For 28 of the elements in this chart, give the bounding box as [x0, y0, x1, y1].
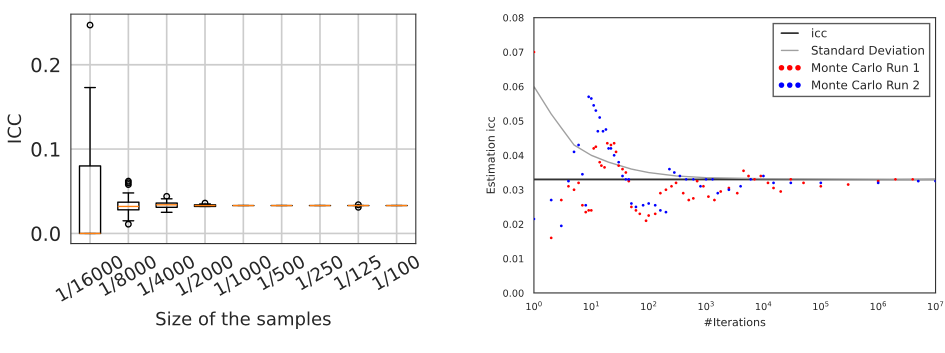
x-tick-label: 10$^{6}$ [870, 301, 886, 310]
y-tick-label: 0.2 [32, 58, 60, 72]
y-axis-title: ICC [8, 114, 22, 142]
y-tick-label: 0.02 [503, 220, 524, 228]
y-tick-label: 0.06 [503, 82, 524, 90]
y-tick-label: 0.03 [503, 186, 524, 194]
x-tick-label: 10$^{0}$ [526, 301, 542, 310]
x-tick-label: 10$^{4}$ [756, 301, 772, 310]
x-axis-title: #Iterations [704, 318, 766, 326]
y-tick-label: 0.1 [32, 142, 60, 157]
x-tick-label: 10$^{3}$ [698, 301, 714, 310]
y-tick-label: 0.00 [503, 289, 524, 297]
y-tick-label: 0.04 [503, 152, 524, 160]
x-tick-label: 10$^{5}$ [813, 301, 828, 310]
legend-label: Monte Carlo Run 1 [812, 62, 919, 72]
x-tick-label: 10$^{2}$ [641, 301, 656, 310]
x-axis-title: Size of the samples [156, 311, 331, 329]
y-tick-label: 0.0 [32, 226, 60, 242]
legend-label: icc [812, 28, 827, 38]
y-tick-label: 0.08 [503, 14, 524, 22]
y-tick-label: 0.01 [503, 255, 524, 262]
x-tick-label: 10$^{7}$ [928, 301, 944, 310]
legend-label: Monte Carlo Run 2 [812, 80, 919, 90]
y-tick-label: 0.05 [503, 117, 524, 125]
legend-label: Standard Deviation [812, 46, 924, 55]
y-axis-title: Estimation icc [486, 117, 495, 194]
y-tick-label: 0.07 [503, 48, 524, 56]
x-tick-label: 10$^{1}$ [584, 301, 599, 310]
